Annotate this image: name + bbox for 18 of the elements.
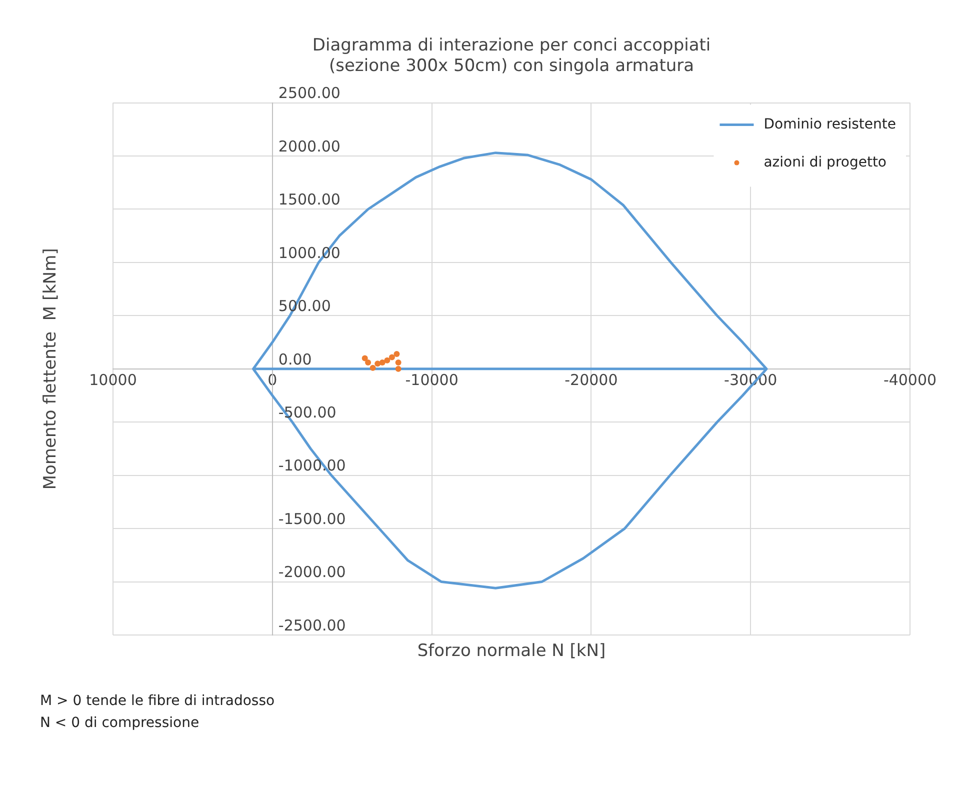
x-tick-label: 10000 — [89, 370, 137, 389]
y-tick-label: -1500.00 — [278, 510, 346, 528]
y-tick-label: -2000.00 — [278, 563, 346, 582]
x-tick-label: -20000 — [564, 370, 618, 389]
x-axis-title: Sforzo normale N [kN] — [417, 640, 606, 661]
chart-title: Diagramma di interazione per conci accoppiati (sezione 300x 50cm) con singola armatura — [312, 36, 711, 76]
legend-label: azioni di progetto — [764, 154, 887, 170]
y-axis-title: Momento flettente M [kNm] — [40, 248, 60, 490]
y-tick-label: 2000.00 — [278, 137, 340, 156]
text: M > 0 tende le fibre di intradosso — [40, 692, 275, 711]
y-tick-label: 2500.00 — [278, 84, 340, 102]
text: N < 0 di compressione — [40, 714, 200, 733]
x-tick-label: -40000 — [883, 370, 937, 389]
x-tick-label: -10000 — [405, 370, 458, 389]
legend-label: Dominio resistente — [764, 116, 896, 132]
y-tick-label: -2500.00 — [278, 616, 346, 634]
y-tick-label: 1500.00 — [278, 190, 340, 209]
y-tick-label: 0.00 — [278, 350, 312, 368]
